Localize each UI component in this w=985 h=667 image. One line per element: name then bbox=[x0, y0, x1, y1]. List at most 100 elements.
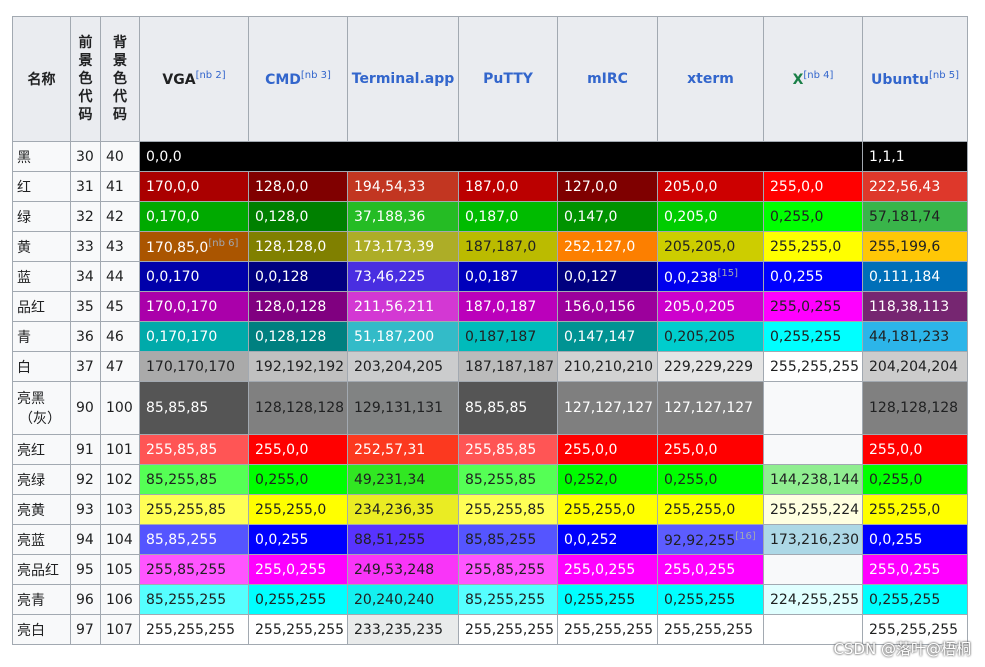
color-name: 亮白 bbox=[12, 614, 71, 645]
rgb-value: 128,0,128 bbox=[255, 298, 327, 315]
rgb-value: 128,128,0 bbox=[255, 238, 327, 255]
table-row: 亮品红 95 105 255,85,255 255,0,255 249,53,248 255… bbox=[12, 554, 968, 585]
csdn-watermark: CSDN @落叶@梧桐 bbox=[833, 640, 971, 658]
color-swatch-cell: 0,205,0 bbox=[657, 201, 764, 232]
rgb-value: 0,0,255 bbox=[770, 268, 824, 285]
rgb-value: 127,0,0 bbox=[564, 178, 618, 195]
rgb-value: 211,56,211 bbox=[354, 298, 435, 315]
color-swatch-cell: 0,187,187 bbox=[458, 321, 558, 352]
color-swatch-cell: 51,187,200 bbox=[347, 321, 459, 352]
color-swatch-cell: 229,229,229 bbox=[657, 351, 764, 382]
color-swatch-cell: 0,0,127 bbox=[557, 261, 658, 292]
color-swatch-cell: 0,255,0 bbox=[862, 464, 968, 495]
color-swatch-cell: 128,128,128 bbox=[862, 381, 968, 435]
color-swatch-cell: 255,0,0 bbox=[763, 171, 863, 202]
color-swatch-cell: 255,255,0 bbox=[862, 494, 968, 525]
rgb-value: 255,255,224 bbox=[770, 501, 860, 518]
header-col-label[interactable]: X bbox=[792, 72, 804, 88]
rgb-value: 255,255,0 bbox=[664, 501, 736, 518]
bg-code-cell: 44 bbox=[100, 261, 140, 292]
color-swatch-cell: 44,181,233 bbox=[862, 321, 968, 352]
table-row: 红 31 41 170,0,0 128,0,0 194,54,33 187,0,0 127,0… bbox=[12, 171, 968, 202]
rgb-value: 0,111,184 bbox=[869, 268, 941, 285]
color-swatch-cell: 0,255,255 bbox=[248, 584, 348, 615]
color-swatch-cell: 224,255,255 bbox=[763, 584, 863, 615]
header-col-mirc[interactable]: mIRC bbox=[557, 16, 658, 142]
rgb-value: 85,85,255 bbox=[465, 531, 537, 548]
color-swatch-cell: 0,255,0 bbox=[248, 464, 348, 495]
header-col-putty[interactable]: PuTTY bbox=[458, 16, 558, 142]
rgb-value: 0,0,128 bbox=[255, 268, 309, 285]
rgb-value: 0,0,0 bbox=[146, 148, 182, 165]
fg-code-cell: 92 bbox=[70, 464, 101, 495]
footnote-ref[interactable]: [nb 6] bbox=[208, 237, 239, 249]
rgb-value: 255,255,255 bbox=[770, 358, 860, 375]
header-col-terminal-app[interactable]: Terminal.app bbox=[347, 16, 459, 142]
table-body: 黑 30 40 0,0,0 1,1,1 红 31 41 170,0,0 128,0,0 194,54… bbox=[12, 141, 968, 645]
header-col-label[interactable]: mIRC bbox=[587, 71, 628, 87]
footnote-ref[interactable]: [nb 5] bbox=[928, 70, 959, 81]
color-name: 亮青 bbox=[12, 584, 71, 615]
header-col-x[interactable]: X[nb 4] bbox=[763, 16, 863, 142]
rgb-value: 0,0,252 bbox=[564, 531, 618, 548]
header-col-label[interactable]: xterm bbox=[687, 71, 734, 87]
color-swatch-cell: 49,231,34 bbox=[347, 464, 459, 495]
rgb-value: 0,255,255 bbox=[770, 328, 842, 345]
color-name: 品红 bbox=[12, 291, 71, 322]
fg-code-cell: 35 bbox=[70, 291, 101, 322]
header-col-label[interactable]: Terminal.app bbox=[351, 71, 455, 87]
color-swatch-cell: 252,127,0 bbox=[557, 231, 658, 262]
color-swatch-cell: 85,85,85 bbox=[139, 381, 249, 435]
color-name-text: 青 bbox=[17, 329, 31, 346]
header-col-ubuntu[interactable]: Ubuntu[nb 5] bbox=[862, 16, 968, 142]
rgb-value: 85,85,85 bbox=[465, 400, 528, 416]
color-swatch-cell: 128,128,128 bbox=[248, 381, 348, 435]
header-col-label[interactable]: CMD bbox=[265, 72, 301, 88]
color-swatch-cell: 255,255,0 bbox=[657, 494, 764, 525]
color-swatch-cell: 255,0,0 bbox=[657, 434, 764, 465]
color-swatch-cell: 173,173,39 bbox=[347, 231, 459, 262]
header-col-xterm[interactable]: xterm bbox=[657, 16, 764, 142]
color-swatch-cell: 255,255,0 bbox=[763, 231, 863, 262]
color-swatch-cell: 73,46,225 bbox=[347, 261, 459, 292]
footnote-ref[interactable]: [nb 4] bbox=[803, 70, 834, 81]
table-row: 亮白 97 107 255,255,255 255,255,255 233,235,235… bbox=[12, 614, 968, 645]
rgb-value: 255,85,255 bbox=[146, 561, 227, 578]
bg-code-cell: 106 bbox=[100, 584, 140, 615]
rgb-value: 144,238,144 bbox=[770, 471, 860, 488]
footnote-ref[interactable]: [15] bbox=[717, 267, 738, 279]
color-swatch-cell: 170,85,0[nb 6] bbox=[139, 231, 249, 262]
footnote-ref[interactable]: [nb 3] bbox=[300, 70, 331, 81]
color-swatch-cell: 234,236,35 bbox=[347, 494, 459, 525]
bg-code-cell: 104 bbox=[100, 524, 140, 555]
table-row: 绿 32 42 0,170,0 0,128,0 37,188,36 0,187,0 0,147… bbox=[12, 201, 968, 232]
color-swatch-cell: 118,38,113 bbox=[862, 291, 968, 322]
fg-code-cell: 93 bbox=[70, 494, 101, 525]
rgb-value: 0,252,0 bbox=[564, 471, 618, 488]
rgb-value: 0,255,255 bbox=[564, 591, 636, 608]
color-swatch-cell bbox=[763, 614, 863, 645]
rgb-value: 170,0,0 bbox=[146, 178, 200, 195]
header-col-cmd[interactable]: CMD[nb 3] bbox=[248, 16, 348, 142]
footnote-ref[interactable]: [16] bbox=[735, 530, 756, 542]
color-swatch-cell: 255,255,255 bbox=[763, 351, 863, 382]
color-swatch-cell bbox=[763, 554, 863, 585]
rgb-value: 128,128,128 bbox=[869, 400, 959, 416]
header-name: 名称 bbox=[12, 16, 71, 142]
footnote-ref[interactable]: [nb 2] bbox=[195, 70, 226, 81]
color-swatch-cell: 85,255,255 bbox=[139, 584, 249, 615]
rgb-value: 204,204,204 bbox=[869, 358, 959, 375]
header-col-label[interactable]: Ubuntu bbox=[870, 72, 929, 88]
fg-code-cell: 32 bbox=[70, 201, 101, 232]
color-swatch-cell: 85,255,255 bbox=[458, 584, 558, 615]
color-swatch-cell: 187,0,0 bbox=[458, 171, 558, 202]
color-swatch-cell: 0,187,0 bbox=[458, 201, 558, 232]
header-col-label[interactable]: PuTTY bbox=[483, 71, 533, 87]
color-swatch-cell: 0,111,184 bbox=[862, 261, 968, 292]
rgb-value: 255,255,0 bbox=[770, 238, 842, 255]
rgb-value: 118,38,113 bbox=[869, 298, 950, 315]
rgb-value: 0,147,0 bbox=[564, 208, 618, 225]
color-swatch-cell: 127,127,127 bbox=[557, 381, 658, 435]
color-name: 白 bbox=[12, 351, 71, 382]
color-name-text: 品红 bbox=[17, 299, 45, 316]
